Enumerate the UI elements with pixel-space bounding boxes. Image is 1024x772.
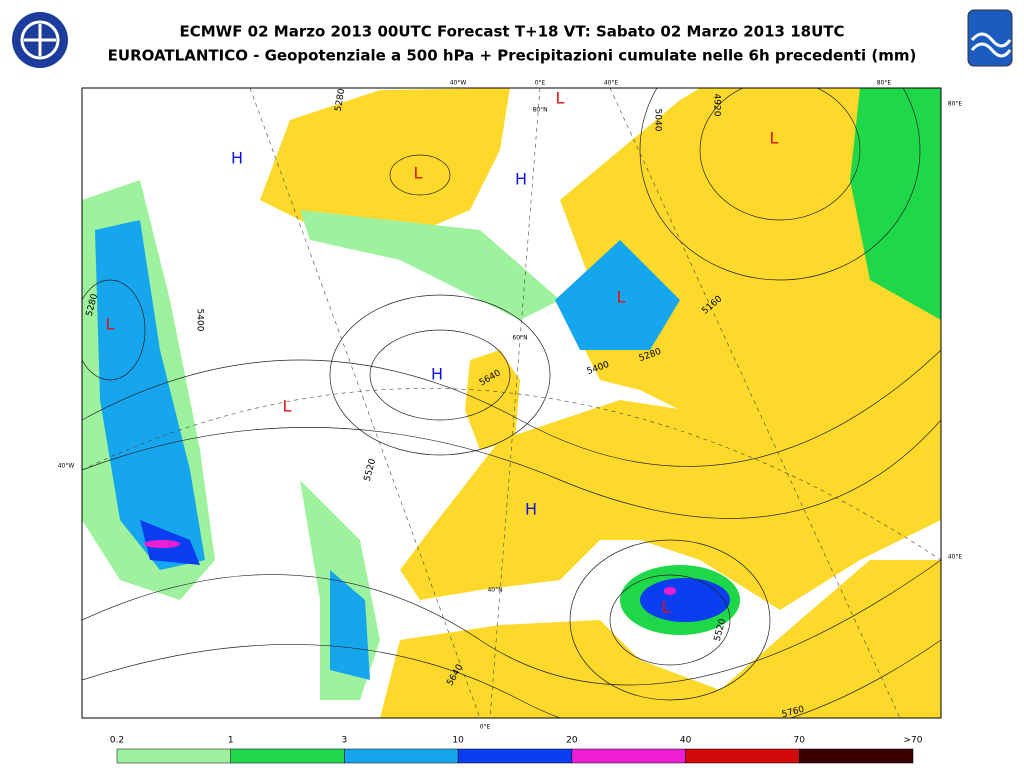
legend-label: 1 — [228, 736, 234, 746]
legend-swatch — [799, 748, 914, 764]
graticule-label: 40°W — [450, 80, 467, 87]
precip-north — [300, 210, 560, 320]
contour-label: 5280 — [334, 88, 348, 113]
pressure-center: L — [106, 315, 115, 334]
legend-swatch — [457, 748, 573, 764]
graticule-label: 60°N — [512, 335, 527, 342]
logo-right — [967, 9, 1013, 67]
pressure-center: H — [231, 149, 243, 168]
pressure-center: H — [515, 170, 527, 189]
precip-atlantic-core — [330, 570, 370, 680]
map-frame — [81, 87, 942, 719]
legend-swatch — [685, 748, 800, 764]
graticule-labels-inner: 80°N 60°N 40°N — [487, 107, 547, 594]
pressure-center: H — [525, 500, 537, 519]
precip-scandinavia — [555, 240, 680, 350]
contour-label: 5760 — [781, 705, 806, 721]
graticule-label: 0°E — [535, 80, 546, 87]
precip-northeast — [850, 88, 941, 320]
contour-label: 5400 — [195, 309, 205, 332]
legend-label: 3 — [342, 736, 348, 746]
subtitle: EUROATLANTICO - Geopotenziale a 500 hPa … — [108, 47, 917, 65]
land-britain — [465, 350, 520, 450]
legend-label: 40 — [680, 736, 692, 746]
legend-label: 10 — [452, 736, 464, 746]
pressure-center: L — [770, 129, 779, 148]
pressure-center: L — [662, 598, 671, 617]
pressure-center: H — [431, 365, 443, 384]
graticule-labels: 40°W 0°E 40°E 80°E 80°E 40°E 40°W 0°E — [58, 80, 963, 731]
graticule-label: 80°E — [948, 101, 963, 108]
contour-label: 5040 — [653, 109, 663, 132]
land-north-europe — [560, 88, 941, 440]
title: ECMWF 02 Marzo 2013 00UTC Forecast T+18 … — [179, 23, 844, 41]
precip-west-core — [95, 220, 205, 570]
logo-left — [12, 12, 68, 68]
land-greenland — [260, 88, 510, 240]
precip-med-core — [640, 578, 730, 622]
legend-label: 0.2 — [110, 736, 124, 746]
pressure-center: L — [617, 288, 626, 307]
graticule-label: 0°E — [480, 724, 491, 731]
precip-med-peak — [664, 587, 676, 595]
graticule-label: 40°E — [948, 554, 963, 561]
contours — [82, 88, 941, 718]
legend-swatch — [571, 748, 686, 764]
land-south-europe — [400, 400, 941, 610]
legend-swatch — [344, 748, 459, 764]
pressure-center: L — [283, 397, 292, 416]
legend-label: 20 — [566, 736, 578, 746]
pressure-center: L — [414, 164, 423, 183]
legend-label: 70 — [794, 736, 806, 746]
graticule-label: 40°E — [604, 80, 619, 87]
pressure-centers: H L L H L L L H L H L — [106, 89, 779, 617]
graticule-label: 80°N — [532, 107, 547, 114]
legend-label: >70 — [904, 736, 923, 746]
legend: 0.2 1 3 10 20 40 70 >70 — [110, 736, 923, 764]
legend-swatch — [230, 748, 345, 764]
contour-label: 4920 — [712, 94, 722, 117]
land-africa — [380, 560, 941, 718]
precip-west-peak — [144, 540, 180, 548]
legend-swatch — [116, 748, 231, 764]
graticule-label: 40°N — [487, 587, 502, 594]
pressure-center: L — [556, 89, 565, 108]
graticule-label: 40°W — [58, 463, 75, 470]
graticule-label: 80°E — [877, 80, 892, 87]
graticule — [82, 88, 941, 718]
